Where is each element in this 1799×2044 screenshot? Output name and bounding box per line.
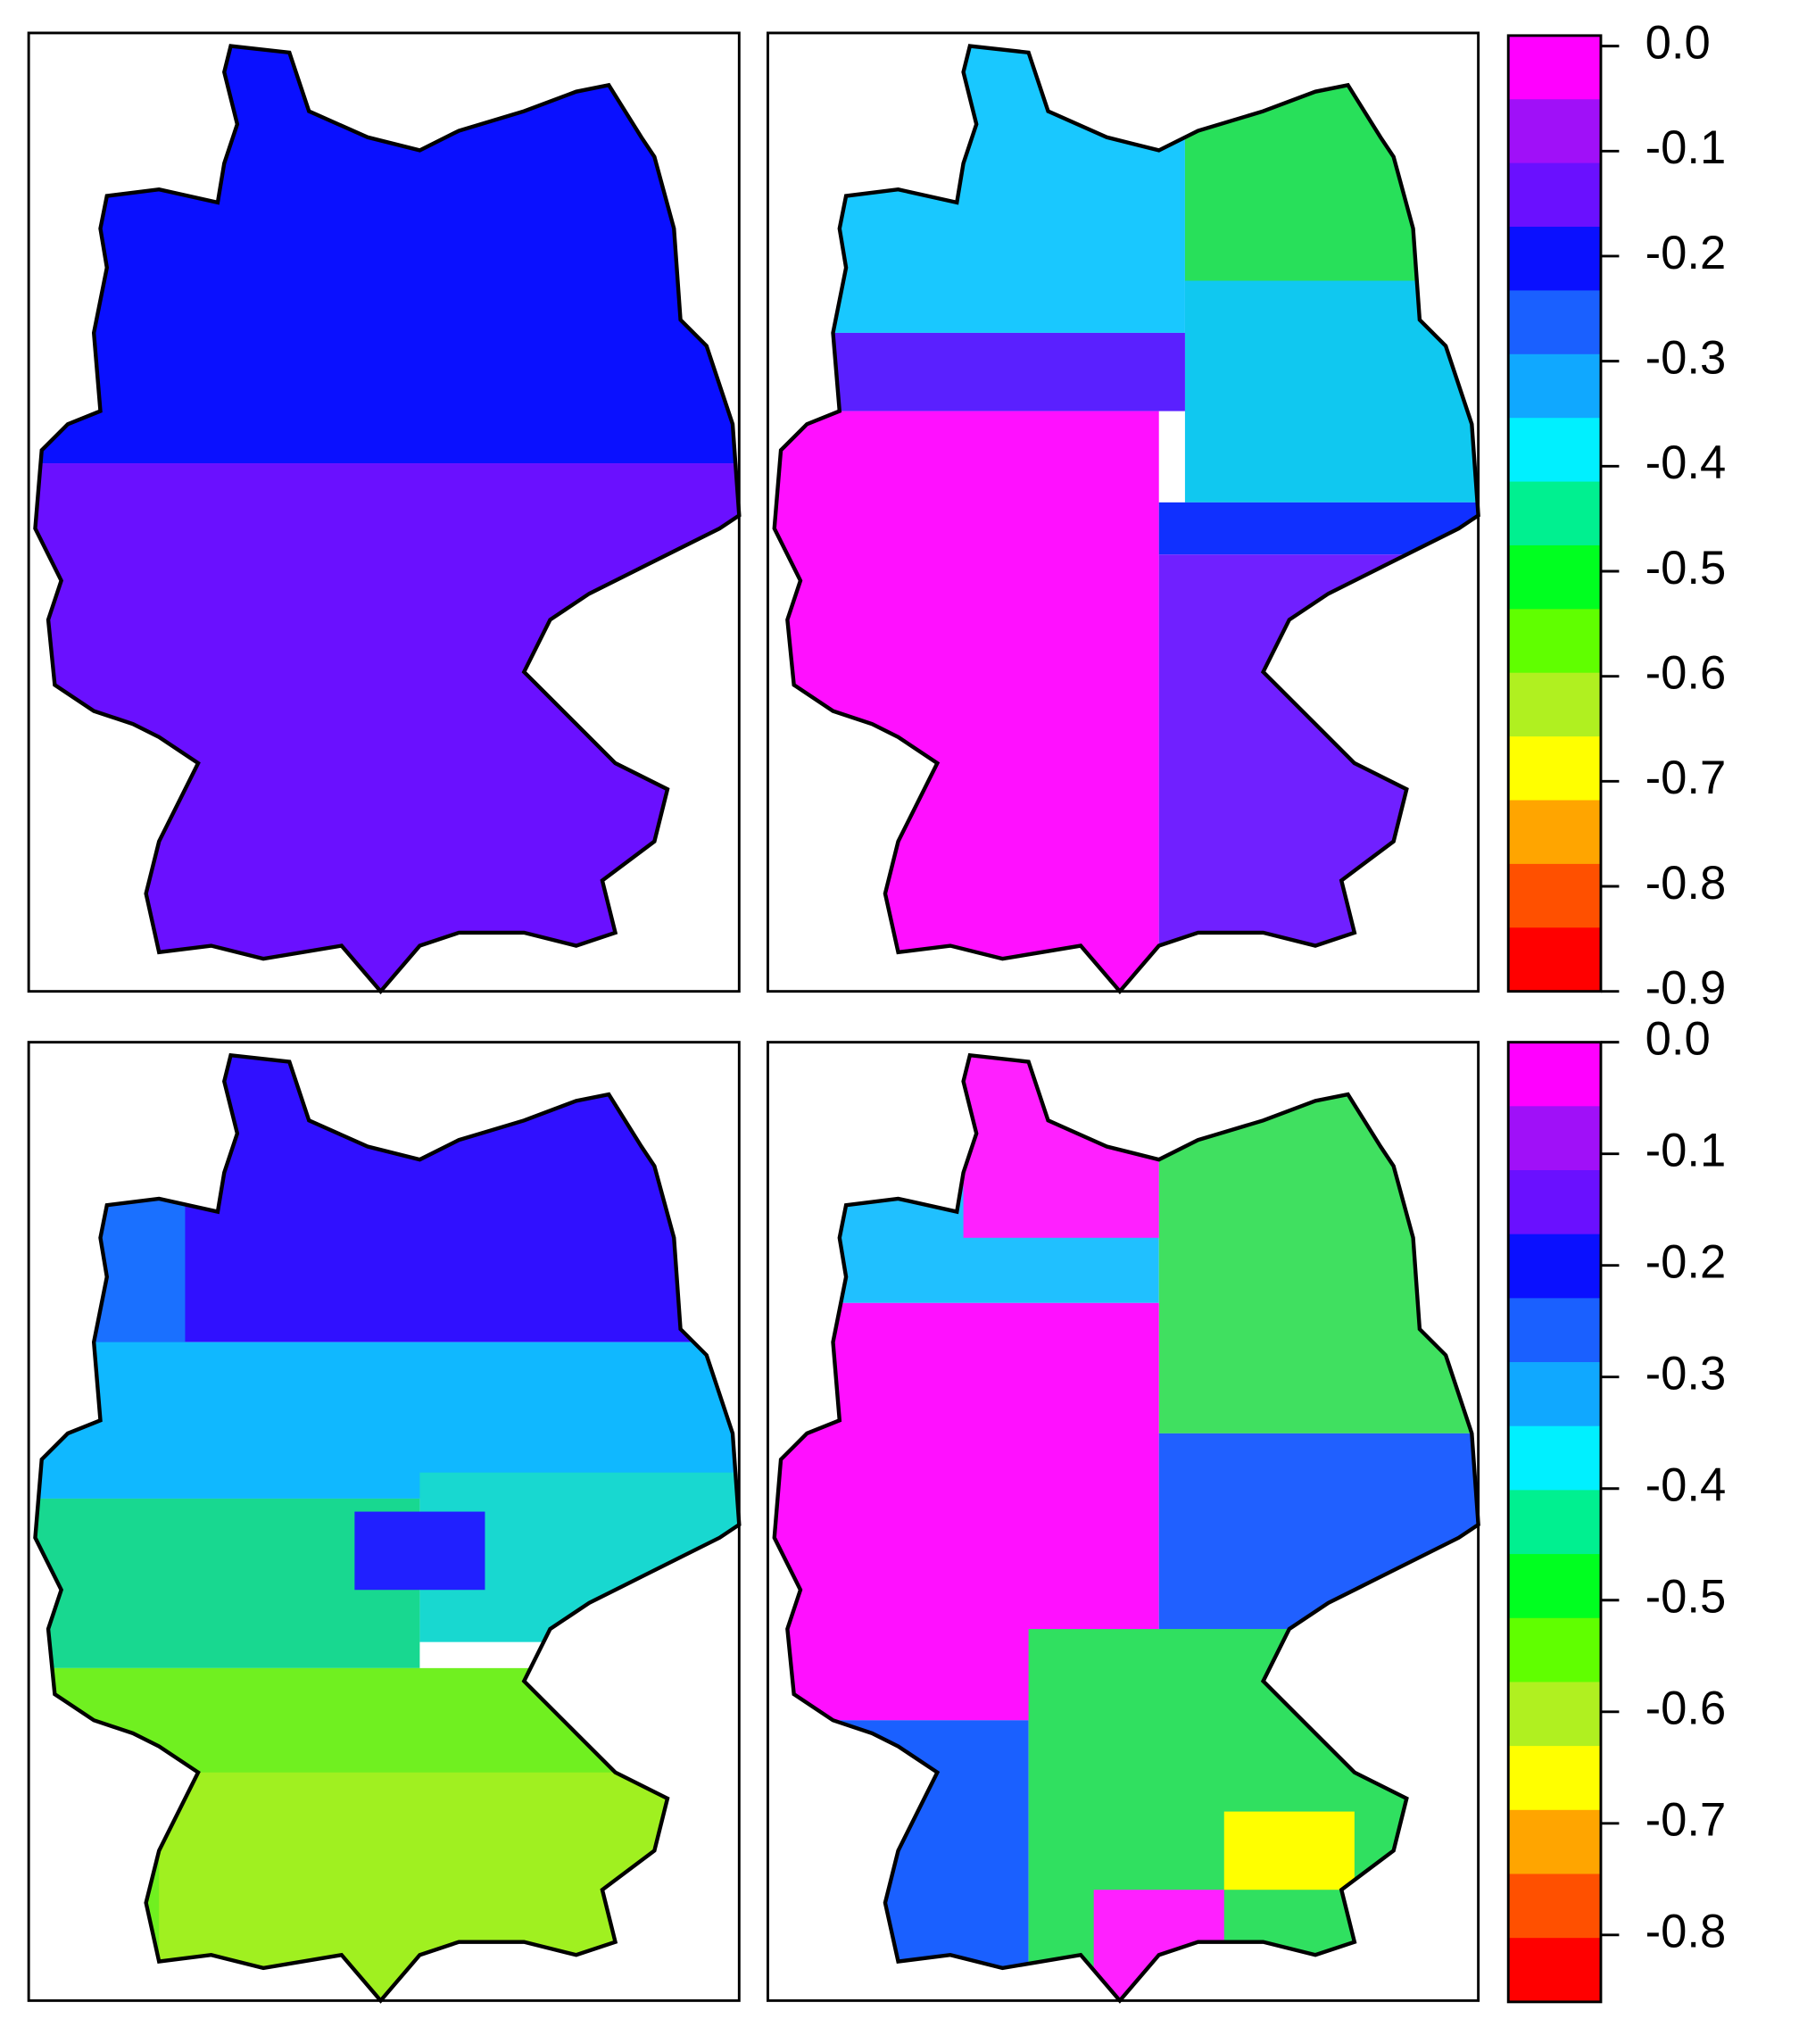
tick-label: -0.5 [1646, 542, 1727, 594]
tick-label: -0.8 [1646, 857, 1727, 910]
color-band [1508, 1746, 1601, 1811]
tick-label: -0.2 [1646, 227, 1727, 279]
color-band [1508, 418, 1601, 483]
colorbar-frame [1506, 34, 1603, 993]
tick-label: -0.4 [1646, 436, 1727, 489]
tick-label: -0.6 [1646, 1683, 1727, 1735]
color-band [1508, 353, 1601, 419]
color-band [1508, 1170, 1601, 1235]
tick-label: -0.3 [1646, 1348, 1727, 1400]
tick-label: -0.1 [1646, 1125, 1727, 1177]
color-band [1508, 863, 1601, 929]
tick-label: -0.7 [1646, 752, 1727, 804]
color-band [1508, 162, 1601, 228]
map-panel [27, 31, 739, 992]
color-band [1508, 1234, 1601, 1300]
color-band [1508, 1362, 1601, 1427]
tick-label: 0.0 [1646, 17, 1711, 70]
color-band [1508, 290, 1601, 355]
tick-label: -0.7 [1646, 1794, 1727, 1847]
color-band [1508, 1938, 1601, 2003]
color-band [1508, 609, 1601, 674]
color-band [1508, 35, 1601, 100]
color-band [1508, 544, 1601, 611]
color-band [1508, 1617, 1601, 1683]
color-band [1508, 672, 1601, 737]
color-band [1508, 99, 1601, 164]
color-band [1508, 1682, 1601, 1747]
color-band [1508, 800, 1601, 865]
color-band [1508, 227, 1601, 292]
map-panel [27, 1041, 739, 2001]
color-band [1508, 1425, 1601, 1491]
colorbar-frame [1506, 1041, 1603, 2004]
tick-label: -0.1 [1646, 121, 1727, 174]
color-band [1508, 481, 1601, 546]
map-panel [766, 1041, 1478, 2001]
tick-label: -0.8 [1646, 1906, 1727, 1958]
color-band [1508, 1106, 1601, 1171]
color-band [1508, 1809, 1601, 1875]
color-band [1508, 736, 1601, 802]
color-band [1508, 1490, 1601, 1555]
color-band [1508, 1874, 1601, 1939]
color-band [1508, 927, 1601, 993]
map-panel [766, 31, 1478, 992]
color-band [1508, 1298, 1601, 1363]
tick-label: -0.5 [1646, 1571, 1727, 1624]
tick-label: -0.2 [1646, 1236, 1727, 1289]
tick-label: 0.0 [1646, 1013, 1711, 1066]
tick-label: -0.4 [1646, 1459, 1727, 1512]
color-band [1508, 1042, 1601, 1108]
tick-label: -0.3 [1646, 332, 1727, 385]
color-band [1508, 1554, 1601, 1619]
tick-label: -0.9 [1646, 962, 1727, 1015]
tick-label: -0.6 [1646, 647, 1727, 700]
